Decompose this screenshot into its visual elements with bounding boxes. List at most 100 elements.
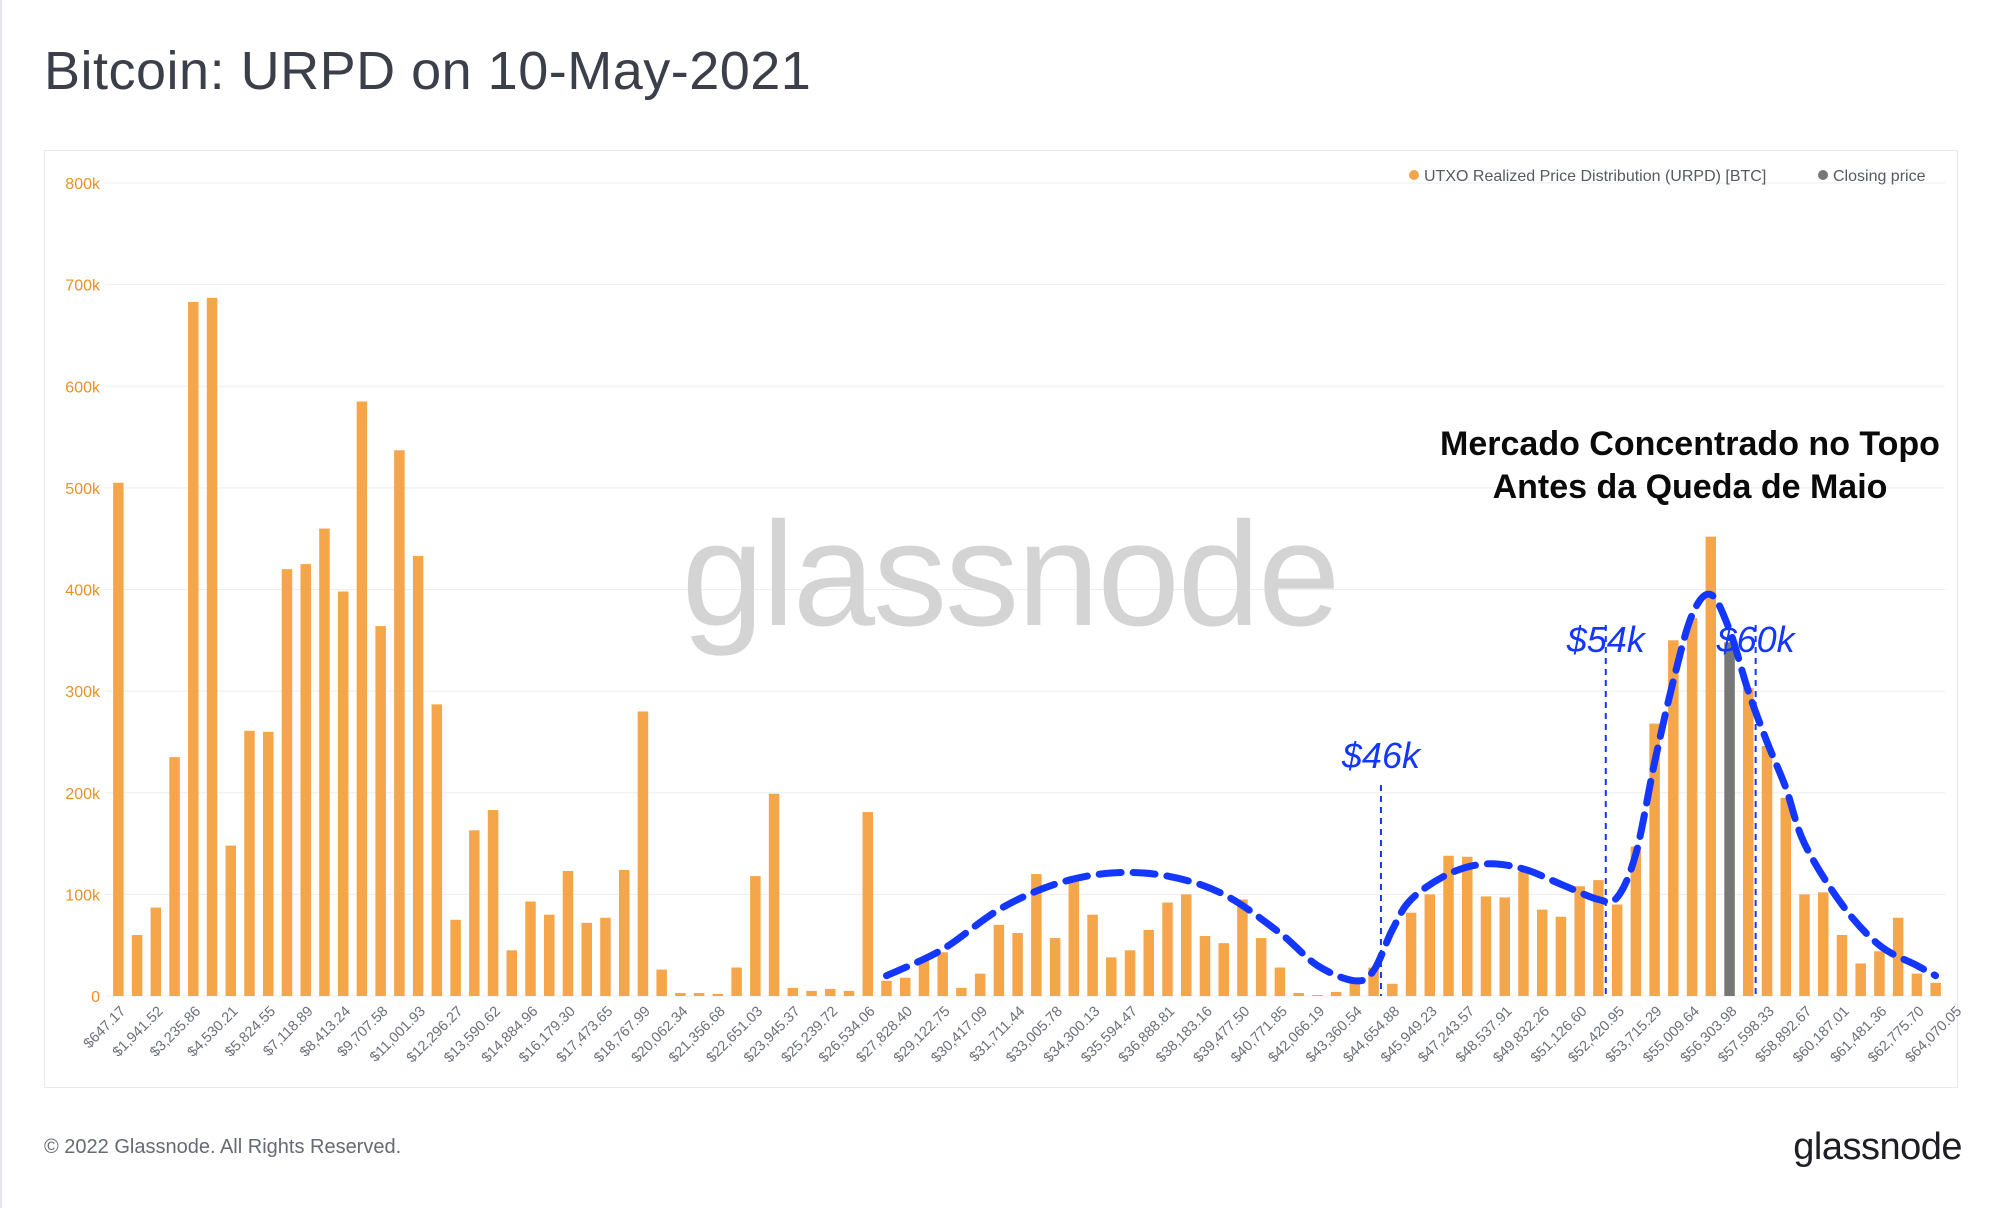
y-tick-label: 400k bbox=[65, 583, 101, 600]
urpd-bar bbox=[356, 401, 368, 996]
urpd-bar bbox=[656, 969, 667, 996]
urpd-bar bbox=[1630, 846, 1642, 996]
urpd-bar bbox=[1892, 917, 1904, 996]
urpd-bar bbox=[881, 980, 892, 996]
urpd-bar bbox=[469, 830, 480, 996]
y-tick-label: 200k bbox=[65, 786, 101, 803]
urpd-bar bbox=[675, 992, 686, 996]
urpd-bar bbox=[1536, 909, 1548, 996]
y-tick-label: 800k bbox=[65, 176, 101, 193]
urpd-bar bbox=[1181, 894, 1192, 997]
urpd-bar bbox=[562, 871, 574, 996]
urpd-bar bbox=[1480, 896, 1492, 996]
urpd-bar bbox=[281, 569, 293, 996]
urpd-bar bbox=[1611, 904, 1623, 996]
urpd-bar bbox=[1218, 943, 1229, 996]
y-tick-label: 0 bbox=[91, 989, 100, 1006]
urpd-bar bbox=[693, 992, 705, 996]
legend: UTXO Realized Price Distribution (URPD) … bbox=[1409, 168, 1926, 185]
y-tick-label: 300k bbox=[65, 684, 101, 701]
urpd-bar bbox=[618, 869, 630, 996]
urpd-bar bbox=[600, 917, 611, 996]
urpd-bar bbox=[375, 626, 386, 996]
urpd-bar bbox=[1349, 982, 1361, 996]
urpd-bar bbox=[1424, 894, 1436, 997]
urpd-bar bbox=[1799, 894, 1810, 997]
y-tick-label: 100k bbox=[65, 887, 101, 904]
urpd-bar bbox=[787, 987, 799, 996]
urpd-bar bbox=[937, 952, 948, 996]
urpd-bar bbox=[862, 812, 873, 996]
marker-label-54k: $54k bbox=[1566, 619, 1647, 660]
legend-swatch-urpd bbox=[1409, 170, 1419, 180]
urpd-bar bbox=[1368, 967, 1379, 996]
urpd-bar bbox=[843, 990, 855, 996]
urpd-bar bbox=[525, 901, 536, 996]
annotation-headline-line-1: Mercado Concentrado no Topo bbox=[1440, 425, 1940, 463]
urpd-bar bbox=[544, 914, 555, 996]
urpd-bar bbox=[412, 555, 424, 996]
urpd-bar bbox=[263, 731, 274, 996]
y-tick-label: 700k bbox=[65, 278, 101, 295]
urpd-bar bbox=[1911, 973, 1923, 996]
urpd-bar bbox=[450, 919, 461, 996]
urpd-bar bbox=[1874, 951, 1885, 996]
urpd-bar bbox=[1068, 876, 1080, 996]
x-axis-ticks: $647.17$1,941.52$3,235.86$4,530.21$5,824… bbox=[81, 1004, 1965, 1067]
urpd-bar bbox=[1705, 536, 1717, 996]
urpd-bar bbox=[768, 793, 780, 996]
urpd-bar bbox=[1255, 938, 1267, 996]
page-title: Bitcoin: URPD on 10-May-2021 bbox=[44, 41, 812, 101]
urpd-bar bbox=[300, 564, 311, 996]
watermark-text: glassnode bbox=[682, 492, 1339, 657]
legend-label-closing: Closing price bbox=[1833, 168, 1926, 185]
bars bbox=[113, 297, 1941, 997]
urpd-bar bbox=[974, 973, 986, 996]
urpd-bar bbox=[206, 297, 218, 997]
urpd-bar bbox=[1780, 797, 1791, 996]
urpd-bar bbox=[806, 990, 817, 996]
urpd-bar bbox=[993, 924, 1005, 996]
urpd-bar bbox=[1031, 874, 1042, 996]
urpd-bar bbox=[1049, 938, 1061, 996]
urpd-bar bbox=[506, 950, 518, 996]
urpd-bar bbox=[581, 922, 592, 996]
urpd-bar bbox=[1012, 932, 1023, 996]
annotation-headline-line-2: Antes da Queda de Maio bbox=[1493, 468, 1888, 506]
urpd-bar bbox=[1443, 855, 1454, 996]
urpd-bar bbox=[487, 810, 499, 996]
urpd-bar bbox=[188, 301, 199, 996]
distribution-trend-curve bbox=[883, 590, 1940, 985]
y-tick-label: 500k bbox=[65, 481, 101, 498]
urpd-bar bbox=[1574, 886, 1585, 996]
urpd-bar bbox=[1087, 914, 1098, 996]
urpd-bar bbox=[1237, 899, 1248, 996]
urpd-bar bbox=[1817, 892, 1829, 996]
urpd-bar bbox=[1930, 982, 1941, 996]
urpd-bar bbox=[1518, 872, 1529, 996]
urpd-bar bbox=[1143, 929, 1155, 996]
urpd-bar bbox=[918, 959, 930, 996]
footer-logo: glassnode bbox=[1793, 1126, 1962, 1168]
urpd-bar bbox=[1199, 936, 1211, 996]
urpd-bar bbox=[1462, 856, 1473, 996]
urpd-bar bbox=[731, 967, 742, 996]
urpd-bar bbox=[225, 845, 237, 996]
urpd-bar bbox=[1387, 983, 1398, 996]
urpd-bar bbox=[394, 450, 405, 996]
urpd-bar bbox=[750, 876, 761, 996]
urpd-bar bbox=[1312, 994, 1323, 996]
legend-label-urpd: UTXO Realized Price Distribution (URPD) … bbox=[1424, 168, 1766, 185]
urpd-bar bbox=[1293, 992, 1304, 996]
legend-swatch-closing bbox=[1818, 170, 1828, 180]
urpd-bar bbox=[244, 730, 255, 996]
left-edge-rule bbox=[0, 0, 2, 1208]
urpd-bar bbox=[1499, 897, 1510, 996]
urpd-bar bbox=[1274, 967, 1286, 996]
marker-label-46k: $46k bbox=[1341, 735, 1422, 776]
watermark: glassnode bbox=[682, 492, 1341, 657]
urpd-bar bbox=[712, 993, 724, 996]
urpd-bar bbox=[131, 935, 143, 996]
y-tick-label: 600k bbox=[65, 379, 101, 396]
